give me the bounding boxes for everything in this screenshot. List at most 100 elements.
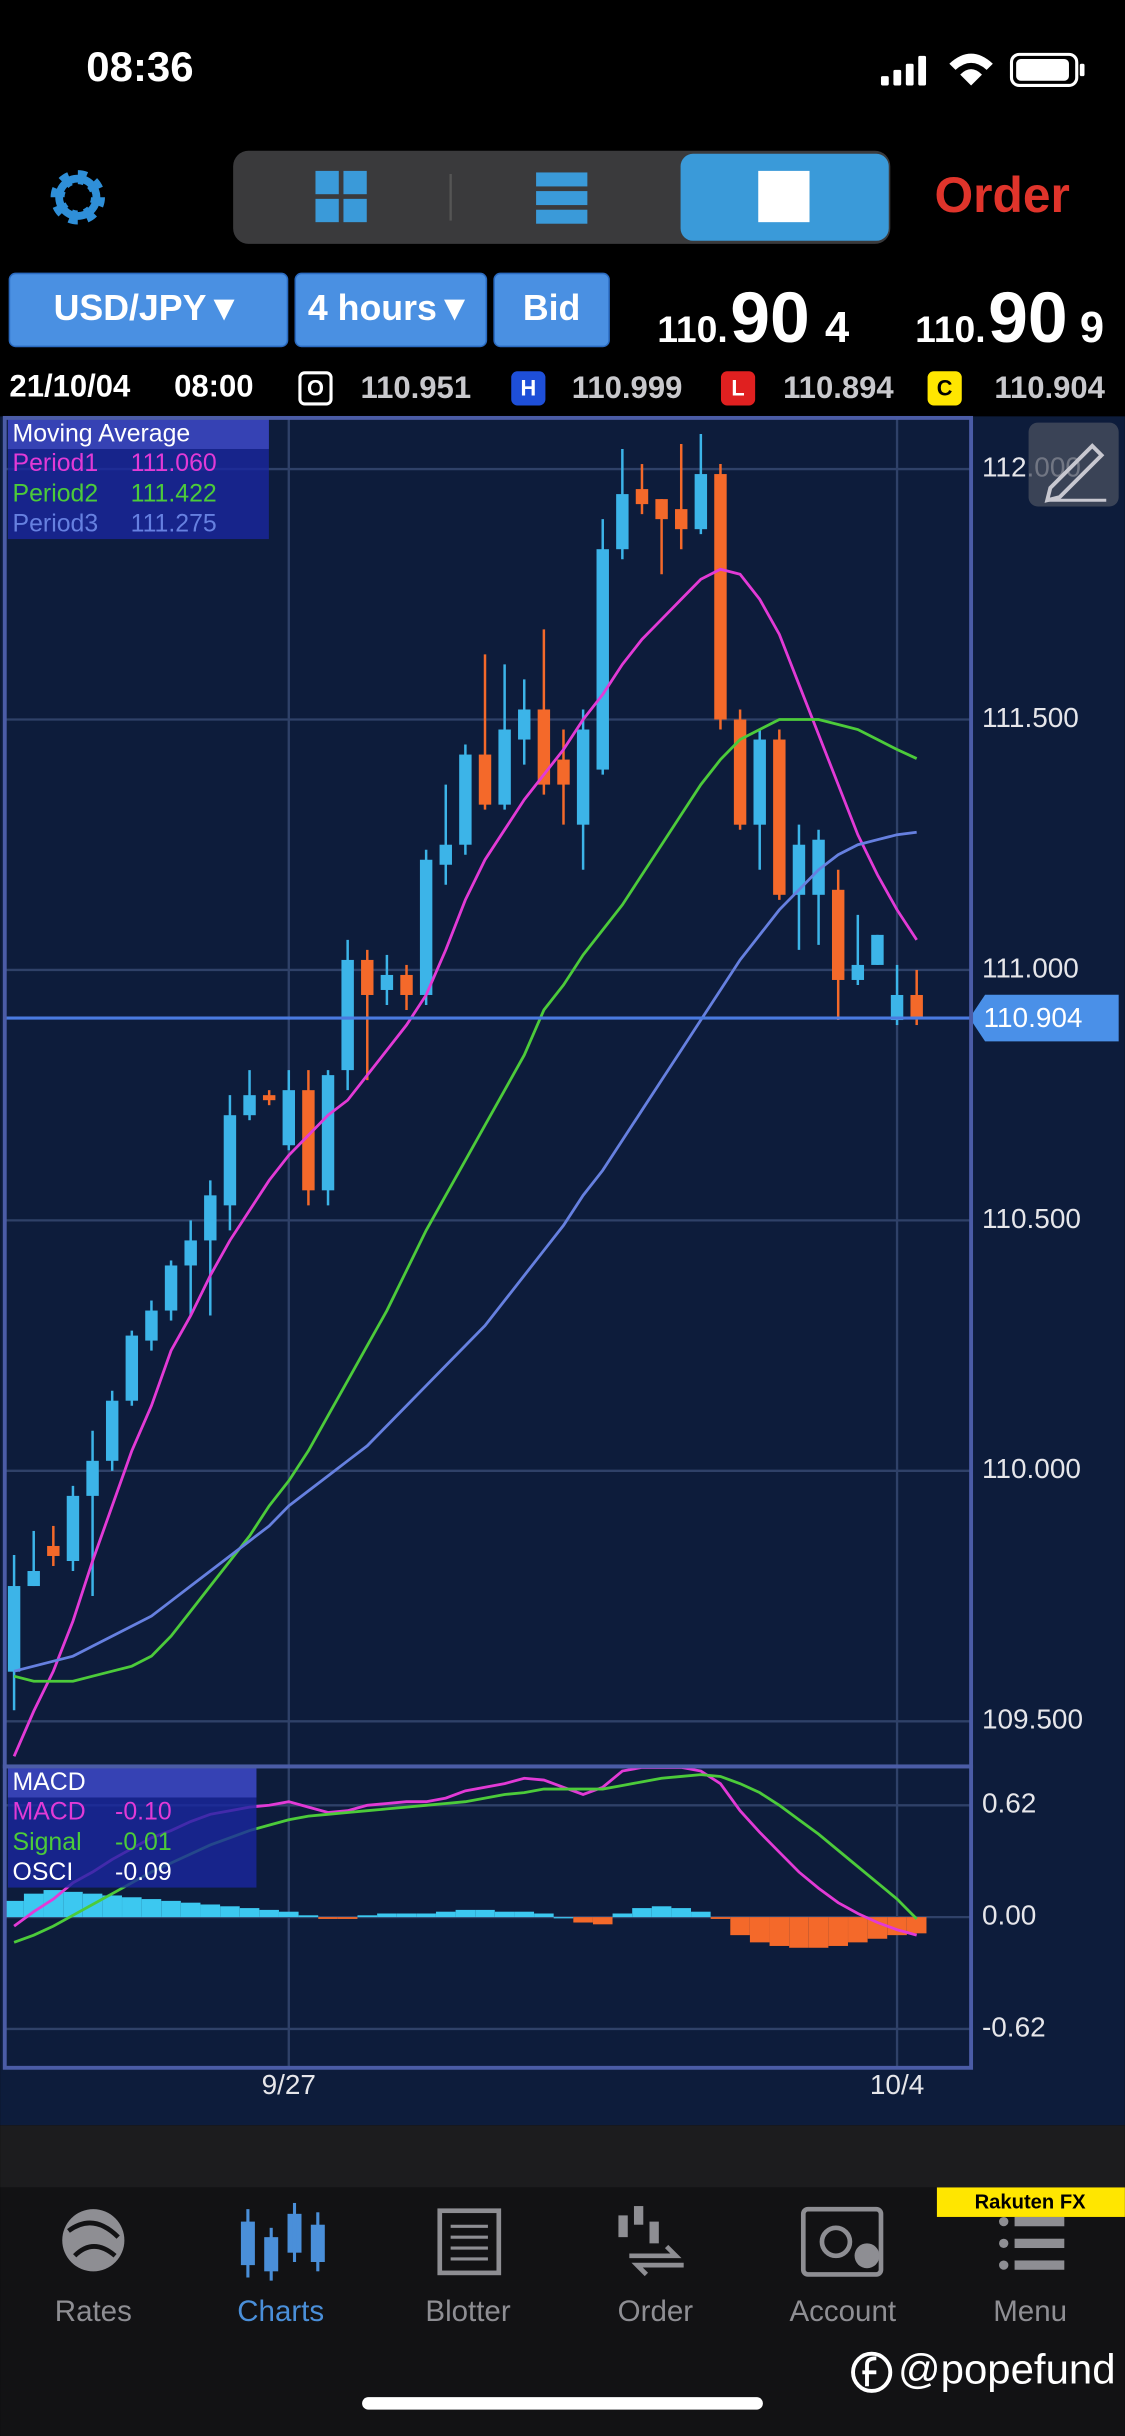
legend-header: [7, 1767, 257, 1798]
tab-label[interactable]: Account: [789, 2295, 896, 2328]
panel-border: [2, 1764, 974, 2070]
y-tick-label: 111.500: [982, 702, 1079, 733]
osci-bar: [906, 1917, 927, 1934]
candle-body: [223, 1115, 237, 1206]
legend-value: 111.060: [131, 450, 217, 477]
candle-body: [164, 1265, 178, 1311]
tab-label[interactable]: Rates: [55, 2295, 132, 2328]
legend-name: Signal: [13, 1829, 82, 1856]
watermark: @popefund: [898, 2345, 1116, 2392]
ma-line: [13, 718, 918, 1683]
legend-name: MACD: [13, 1799, 86, 1826]
osci-bar: [848, 1917, 868, 1943]
ohlc-key: C: [937, 376, 953, 401]
pair-label: USD/JPY▼: [54, 288, 242, 328]
tab-icons: [62, 2202, 1065, 2281]
candle-body: [694, 474, 708, 530]
candle-body: [871, 934, 884, 965]
draw-tool-button[interactable]: [1028, 422, 1119, 507]
osci-bar: [141, 1899, 162, 1918]
tab-label[interactable]: Menu: [993, 2295, 1067, 2328]
osci-bar: [573, 1917, 593, 1923]
side-label: Bid: [523, 288, 581, 328]
layout-single-button[interactable]: [680, 153, 889, 241]
candle-body: [66, 1495, 80, 1561]
candle-body: [341, 959, 354, 1071]
candle-body: [86, 1460, 99, 1496]
legend-value: 111.275: [131, 511, 217, 538]
osci-bar: [259, 1909, 279, 1918]
candle-body: [7, 1586, 21, 1672]
osci-bar: [4, 1900, 24, 1918]
osci-bar: [651, 1906, 672, 1918]
osci-bar: [710, 1917, 731, 1919]
status-time: 08:36: [86, 43, 193, 90]
ohlc-key-box: [298, 371, 333, 406]
osci-bar: [416, 1913, 436, 1918]
ohlc-key: L: [731, 376, 744, 401]
y-tick-label: 110.500: [982, 1203, 1081, 1234]
candle-body: [498, 729, 511, 805]
layout-four-button[interactable]: [315, 170, 367, 223]
legend-value: -0.01: [115, 1829, 172, 1856]
layout-list-button[interactable]: [536, 172, 588, 224]
badge-bg: [936, 2187, 1125, 2217]
osci-bar: [122, 1897, 142, 1918]
candle-body: [380, 974, 394, 990]
osci-bar: [220, 1906, 240, 1918]
tab-bar: [0, 2187, 1125, 2436]
osci-bar: [514, 1911, 535, 1918]
candle-body: [145, 1310, 158, 1341]
y-tick-label: 109.500: [982, 1704, 1083, 1735]
side-button[interactable]: [493, 272, 610, 348]
tab-label[interactable]: Order: [618, 2295, 694, 2328]
ma-line: [13, 830, 917, 1673]
candle-body: [831, 889, 845, 980]
timeframe-button[interactable]: [294, 272, 488, 348]
ohlc-key-box: [720, 371, 756, 406]
osci-bar: [435, 1911, 456, 1918]
candle-body: [105, 1400, 119, 1461]
candle-body: [576, 729, 590, 825]
y-tick-label: -0.62: [982, 2011, 1046, 2042]
settings-button[interactable]: [50, 170, 105, 225]
legend-value: -0.09: [115, 1859, 172, 1886]
watermark-icon: [851, 2351, 893, 2393]
osci-bar: [475, 1909, 495, 1918]
osci-bar: [161, 1900, 181, 1918]
candle-body: [361, 959, 374, 995]
candle-body: [302, 1090, 315, 1191]
osci-bar: [318, 1917, 338, 1919]
candle-body: [400, 974, 413, 995]
x-tick-label: 9/27: [262, 2069, 316, 2100]
ohlc-value: 110.951: [361, 370, 472, 405]
pair-button[interactable]: [8, 272, 289, 348]
order-button[interactable]: Order: [934, 167, 1069, 223]
candle-body: [243, 1095, 256, 1116]
osci-bar: [867, 1917, 888, 1939]
osci-bar: [200, 1904, 221, 1918]
tab-label[interactable]: Blotter: [425, 2295, 510, 2328]
osci-bar: [632, 1908, 652, 1918]
ohlc-time: 08:00: [174, 369, 253, 404]
ask-pips: 90: [988, 278, 1067, 358]
legend-name: Period2: [13, 480, 99, 507]
price-tag: [969, 994, 1119, 1042]
candle-body: [537, 709, 551, 785]
ask-prefix: 110.: [915, 308, 985, 350]
legend-title: Moving Average: [13, 421, 191, 448]
osci-bar: [239, 1908, 260, 1918]
osci-bar: [749, 1917, 770, 1943]
candle-body: [655, 499, 668, 520]
osci-bar: [534, 1913, 554, 1918]
ohlc-date: 21/10/04: [9, 369, 131, 404]
ohlc-key: O: [307, 376, 324, 401]
osci-bar: [789, 1917, 809, 1948]
tab-label[interactable]: Charts: [237, 2295, 324, 2328]
candle-body: [478, 754, 492, 805]
bid-fraction: 4: [825, 304, 849, 352]
candle-body: [459, 754, 472, 845]
legend-name: OSCI: [13, 1859, 74, 1886]
